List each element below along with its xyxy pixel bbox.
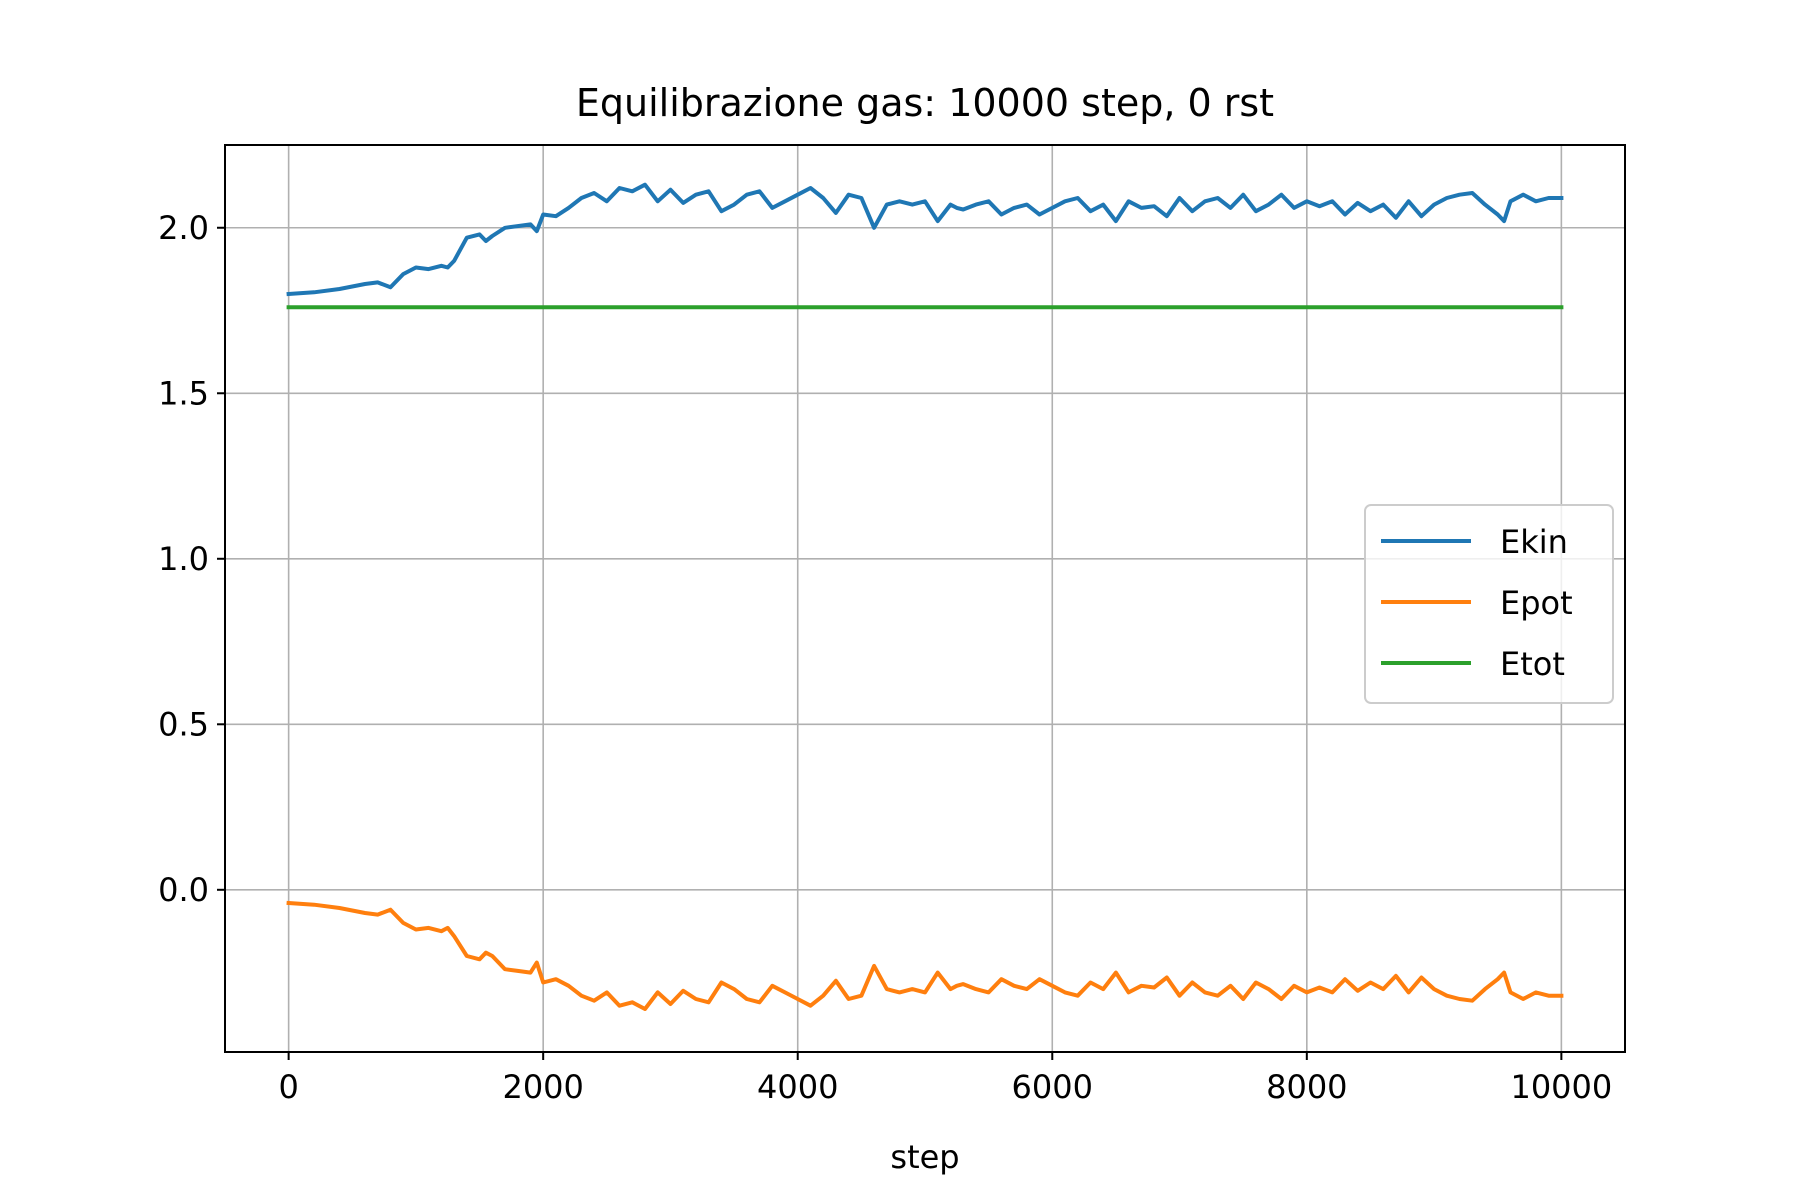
y-tick-label: 2.0 [158,209,209,247]
legend: Ekin Epot Etot [1364,504,1614,704]
y-tick-label: 0.0 [158,871,209,909]
y-tick-label: 0.5 [158,705,209,743]
x-tick-label: 6000 [1012,1068,1093,1106]
y-axis: 0.0 0.5 1.0 1.5 2.0 [158,209,225,909]
y-tick-label: 1.5 [158,374,209,412]
legend-label-epot: Epot [1500,584,1573,622]
series-line-ekin [286,182,1564,297]
y-tick-label: 1.0 [158,540,209,578]
x-axis: 0 2000 4000 6000 8000 10000 [278,1052,1612,1106]
x-tick-label: 4000 [757,1068,838,1106]
x-tick-label: 2000 [502,1068,583,1106]
x-axis-label: step [890,1138,959,1176]
series-line-epot [286,900,1564,1011]
series-layer [286,182,1564,1011]
chart-title: Equilibrazione gas: 10000 step, 0 rst [576,81,1274,125]
x-tick-label: 8000 [1266,1068,1347,1106]
grid [225,145,1625,1052]
plot-area-frame [224,144,1626,1053]
legend-label-ekin: Ekin [1500,523,1568,561]
x-tick-label: 10000 [1510,1068,1612,1106]
legend-label-etot: Etot [1500,645,1565,683]
legend-box [1364,504,1614,704]
x-tick-label: 0 [278,1068,298,1106]
